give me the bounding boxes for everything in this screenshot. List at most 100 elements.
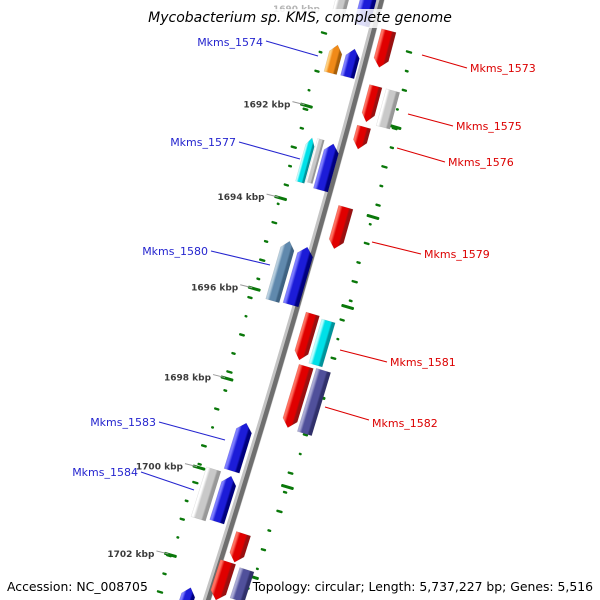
gene-arrow[interactable] xyxy=(372,28,397,70)
gene-arrow[interactable] xyxy=(327,204,354,250)
gene-arrow[interactable] xyxy=(360,84,383,123)
gene-label[interactable]: Mkms_1577 xyxy=(170,136,236,149)
guide-dash xyxy=(179,517,185,521)
guide-dash xyxy=(214,407,220,411)
gene-arrow[interactable] xyxy=(229,567,255,600)
gene-arrow[interactable] xyxy=(190,466,222,522)
guide-dash xyxy=(404,69,409,73)
scale-label: 1692 kbp xyxy=(243,101,291,111)
gene-arrow[interactable] xyxy=(209,474,239,525)
guide-dash xyxy=(263,239,269,243)
guide-dash xyxy=(223,389,228,392)
guide-dash xyxy=(260,548,267,552)
guide-dash xyxy=(314,69,320,73)
guide-dash xyxy=(363,241,370,246)
guide-dash xyxy=(267,529,272,533)
gene-arrow[interactable] xyxy=(351,124,372,151)
gene-label[interactable]: Mkms_1582 xyxy=(372,417,438,430)
guide-dash xyxy=(184,499,189,503)
guide-dash xyxy=(320,31,328,35)
callout-line xyxy=(421,54,468,69)
chart-title: Mycobacterium sp. KMS, complete genome xyxy=(138,9,462,28)
gene-arrow[interactable] xyxy=(305,138,325,184)
gene-arrow[interactable] xyxy=(281,363,314,430)
callout-line xyxy=(238,141,301,160)
scale-tick xyxy=(247,285,261,292)
callout-line xyxy=(324,406,370,421)
guide-dash xyxy=(307,88,311,92)
callout-line xyxy=(265,40,319,57)
guide-dash xyxy=(259,258,266,263)
guide-dash xyxy=(256,277,261,281)
scale-tick xyxy=(388,124,402,130)
gene-arrow[interactable] xyxy=(293,311,320,362)
guide-dash xyxy=(379,184,384,188)
guide-dash xyxy=(162,572,167,576)
gene-label[interactable]: Mkms_1583 xyxy=(90,416,156,429)
gene-label[interactable]: Mkms_1574 xyxy=(197,36,263,49)
scale-connector xyxy=(292,101,305,106)
guide-dash xyxy=(381,165,388,169)
guide-dash xyxy=(231,351,236,355)
guide-dash xyxy=(302,107,309,112)
scale-connector xyxy=(266,193,279,198)
gene-arrow[interactable] xyxy=(375,88,401,130)
scale-tick xyxy=(274,195,288,202)
scale-connector xyxy=(212,374,226,379)
gene-arrow[interactable] xyxy=(227,531,251,564)
guide-dash xyxy=(255,567,259,571)
scale-connector xyxy=(240,284,253,289)
gene-arrow[interactable] xyxy=(282,245,315,308)
callout-line xyxy=(140,471,195,491)
gene-label[interactable]: Mkms_1579 xyxy=(424,248,490,261)
guide-dash xyxy=(348,299,353,303)
guide-dash xyxy=(197,462,202,466)
guide-dash xyxy=(401,88,408,92)
guide-dash xyxy=(395,108,399,111)
gene-arrow[interactable] xyxy=(313,142,340,193)
guide-dash xyxy=(276,509,283,514)
guide-dash xyxy=(356,261,361,265)
guide-dash xyxy=(271,220,278,225)
gene-arrow[interactable] xyxy=(176,585,198,600)
gene-label[interactable]: Mkms_1580 xyxy=(142,245,208,258)
scale-label: 1700 kbp xyxy=(136,463,184,473)
guide-dash xyxy=(330,356,337,361)
guide-dash xyxy=(351,279,358,284)
gene-arrow[interactable] xyxy=(208,559,237,600)
gene-arrow[interactable] xyxy=(308,318,336,368)
callout-line xyxy=(396,147,446,163)
guide-dash xyxy=(282,490,288,494)
gene-arrow[interactable] xyxy=(223,421,254,474)
scale-label: 1694 kbp xyxy=(218,193,266,203)
scale-label: 1696 kbp xyxy=(191,284,239,294)
callout-line xyxy=(339,349,388,363)
gene-label[interactable]: Mkms_1576 xyxy=(448,156,514,169)
guide-dash xyxy=(276,202,280,206)
scale-tick xyxy=(281,484,294,490)
guide-dash xyxy=(244,314,248,318)
gene-arrow[interactable] xyxy=(296,367,332,437)
guide-dash xyxy=(299,126,305,130)
scale-tick xyxy=(192,464,206,471)
gene-arrow[interactable] xyxy=(323,43,344,75)
guide-dash xyxy=(389,146,395,150)
guide-dash xyxy=(288,164,293,168)
gene-arrow[interactable] xyxy=(340,47,362,80)
gene-arrow[interactable] xyxy=(295,137,317,184)
gene-label[interactable]: Mkms_1584 xyxy=(72,466,138,479)
callout-line xyxy=(407,113,454,127)
guide-dash xyxy=(375,203,381,207)
gene-arrow[interactable] xyxy=(265,239,297,304)
guide-dash xyxy=(405,50,413,54)
guide-dash xyxy=(211,426,215,429)
gene-label[interactable]: Mkms_1581 xyxy=(390,356,456,369)
gene-label[interactable]: Mkms_1573 xyxy=(470,62,536,75)
guide-dash xyxy=(156,590,164,594)
guide-dash xyxy=(283,183,290,187)
gene-label[interactable]: Mkms_1575 xyxy=(456,120,522,133)
callout-line xyxy=(371,241,422,255)
guide-dash xyxy=(247,295,253,300)
